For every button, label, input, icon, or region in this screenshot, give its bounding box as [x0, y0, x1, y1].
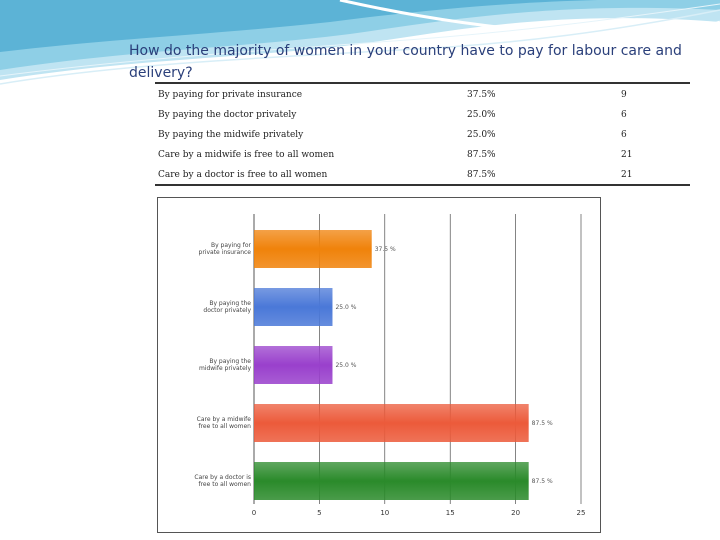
- row-label: By paying the midwife privately: [158, 130, 304, 140]
- bar: [254, 288, 333, 326]
- table-row: By paying the doctor privately 25.0% 6: [155, 104, 690, 124]
- x-tick-label: 5: [317, 509, 321, 517]
- table-row: By paying the midwife privately 25.0% 6: [155, 124, 690, 144]
- row-count: 21: [621, 150, 633, 160]
- row-count: 6: [621, 130, 627, 140]
- question-title: How do the majority of women in your cou…: [129, 43, 682, 81]
- category-label: midwife privately: [199, 365, 251, 372]
- category-label: free to all women: [198, 423, 251, 430]
- value-label: 25.0 %: [335, 362, 356, 369]
- row-percent: 37.5%: [467, 90, 496, 100]
- x-tick-label: 10: [380, 509, 389, 517]
- category-label: doctor privately: [203, 307, 251, 314]
- category-label: free to all women: [198, 481, 251, 488]
- bar: [254, 404, 529, 442]
- category-label: By paying for: [211, 242, 252, 249]
- x-tick-label: 20: [511, 509, 520, 517]
- value-label: 37.5 %: [375, 246, 396, 253]
- x-tick-label: 0: [252, 509, 256, 517]
- row-label: By paying the doctor privately: [158, 110, 297, 120]
- category-label: Care by a midwife: [197, 416, 252, 423]
- row-count: 21: [621, 170, 633, 180]
- table-row: Care by a doctor is free to all women 87…: [155, 164, 690, 184]
- value-label: 25.0 %: [335, 304, 356, 311]
- row-percent: 25.0%: [467, 130, 496, 140]
- row-count: 9: [621, 90, 627, 100]
- row-percent: 25.0%: [467, 110, 496, 120]
- table-row: By paying for private insurance 37.5% 9: [155, 84, 690, 104]
- row-label: Care by a doctor is free to all women: [158, 170, 328, 180]
- row-percent: 87.5%: [467, 150, 496, 160]
- row-percent: 87.5%: [467, 170, 496, 180]
- row-count: 6: [621, 110, 627, 120]
- category-label: By paying the: [209, 300, 251, 307]
- value-label: 87.5 %: [532, 420, 553, 427]
- results-table: By paying for private insurance 37.5% 9 …: [155, 82, 690, 186]
- table-row: Care by a midwife is free to all women 8…: [155, 144, 690, 164]
- bar: [254, 346, 333, 384]
- bar: [254, 230, 372, 268]
- bar-chart-frame: 0 5 10 15 20 25 By paying for private insurance…: [157, 197, 601, 533]
- value-label: 87.5 %: [532, 478, 553, 485]
- category-label: By paying the: [209, 358, 251, 365]
- x-tick-label: 15: [446, 509, 455, 517]
- x-tick-label: 25: [577, 509, 586, 517]
- category-label: private insurance: [199, 249, 252, 256]
- category-label: Care by a doctor is: [194, 474, 251, 481]
- bar: [254, 462, 529, 500]
- row-label: Care by a midwife is free to all women: [158, 150, 335, 160]
- header-swoosh-decoration: [0, 0, 720, 85]
- row-label: By paying for private insurance: [158, 90, 303, 100]
